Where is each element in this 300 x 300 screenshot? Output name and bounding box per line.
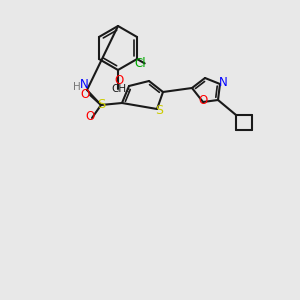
Text: O: O [85, 110, 94, 124]
Text: N: N [80, 79, 88, 92]
Text: O: O [198, 94, 208, 106]
Text: O: O [114, 74, 124, 88]
Text: CH₃: CH₃ [111, 84, 130, 94]
Text: S: S [97, 98, 105, 112]
Text: N: N [219, 76, 227, 89]
Text: O: O [80, 88, 90, 101]
Text: S: S [155, 104, 163, 118]
Text: Cl: Cl [135, 57, 146, 70]
Text: H: H [73, 82, 81, 92]
